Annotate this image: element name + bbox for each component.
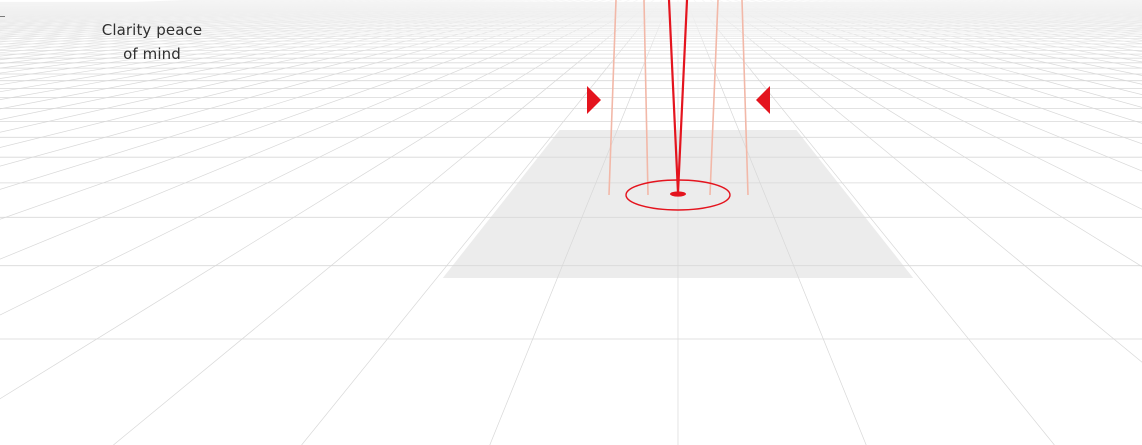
alignment-markers	[587, 86, 770, 114]
ghost-beam-line	[709, 0, 719, 196]
laser-beam	[625, 0, 731, 211]
caption: Clarity peace of mind	[90, 18, 214, 66]
target-dot	[670, 191, 686, 197]
edge-tick	[0, 16, 5, 17]
triangle-left-icon	[756, 86, 770, 114]
ghost-beam-line	[643, 0, 649, 196]
caption-line-2: of mind	[123, 45, 181, 63]
ghost-beams	[608, 0, 749, 196]
ghost-beam-line	[741, 0, 749, 196]
caption-line-1: Clarity peace	[101, 21, 203, 39]
target-ellipse-icon	[625, 179, 731, 211]
horizon-fade	[0, 0, 1142, 70]
triangle-right-icon	[587, 86, 601, 114]
ghost-beam-line	[608, 0, 617, 196]
